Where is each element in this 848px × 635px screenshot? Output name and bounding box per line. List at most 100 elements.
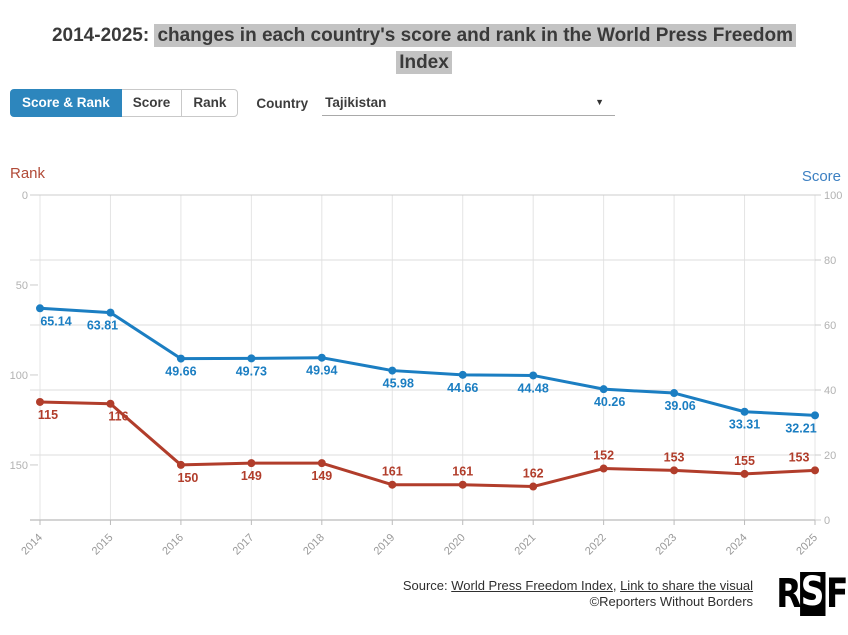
point-score-2024[interactable] <box>740 407 749 416</box>
rsf-logo-letter-f: F <box>826 571 848 617</box>
point-score-2023[interactable] <box>670 389 679 398</box>
source-link[interactable]: World Press Freedom Index <box>451 578 613 593</box>
title-prefix: 2014-2025: <box>51 25 155 46</box>
label-score-2014: 65.14 <box>40 314 71 328</box>
left-tick-label-100: 100 <box>10 370 28 382</box>
right-tick-label-40: 40 <box>824 385 836 397</box>
point-score-2025[interactable] <box>811 411 819 420</box>
x-tick-label-2019: 2019 <box>372 532 398 558</box>
point-rank-2015[interactable] <box>106 399 115 408</box>
point-score-2014[interactable] <box>36 304 44 313</box>
point-score-2020[interactable] <box>458 370 467 379</box>
left-tick-label-0: 0 <box>22 190 28 202</box>
left-tick-label-50: 50 <box>16 280 28 292</box>
view-tab-group: Score & Rank Score Rank <box>10 89 239 117</box>
rsf-logo-letter-s: S <box>799 569 826 616</box>
right-tick-label-60: 60 <box>824 320 836 332</box>
x-tick-label-2024: 2024 <box>724 532 750 558</box>
x-tick-label-2021: 2021 <box>513 532 539 558</box>
right-axis-title: Score <box>801 168 841 185</box>
country-dropdown[interactable]: Tajikistan ▼ <box>322 91 616 116</box>
point-rank-2024[interactable] <box>740 469 749 478</box>
label-score-2018: 49.94 <box>306 364 337 378</box>
country-dropdown-value: Tajikistan <box>325 94 387 110</box>
share-link[interactable]: Link to share the visual <box>620 578 754 593</box>
point-rank-2025[interactable] <box>811 466 819 475</box>
point-score-2017[interactable] <box>247 354 256 363</box>
point-rank-2018[interactable] <box>317 459 326 468</box>
line-rank <box>38 400 817 489</box>
point-score-2022[interactable] <box>599 385 608 394</box>
title-highlight-line1: changes in each country's score and rank… <box>154 24 797 47</box>
point-score-2015[interactable] <box>106 308 115 317</box>
label-rank-2024: 155 <box>734 454 755 468</box>
point-rank-2021[interactable] <box>529 482 538 491</box>
point-score-2018[interactable] <box>317 353 326 362</box>
label-rank-2020: 161 <box>452 465 473 479</box>
x-tick-label-2016: 2016 <box>160 532 186 558</box>
label-rank-2022: 152 <box>593 449 614 463</box>
left-axis-title: Rank <box>10 165 46 182</box>
x-tick-label-2015: 2015 <box>90 532 116 558</box>
tab-rank[interactable]: Rank <box>181 89 239 117</box>
label-rank-2018: 149 <box>311 469 332 483</box>
source-block: Source: World Press Freedom Index, Link … <box>403 578 753 610</box>
x-tick-label-2022: 2022 <box>583 532 609 558</box>
title-highlight-line2: Index <box>396 51 452 74</box>
label-score-2020: 44.66 <box>447 381 478 395</box>
label-score-2016: 49.66 <box>165 365 196 379</box>
source-line: Source: World Press Freedom Index, Link … <box>403 578 753 594</box>
label-score-2021: 44.48 <box>518 381 549 395</box>
point-rank-2017[interactable] <box>247 459 256 468</box>
country-label: Country <box>256 95 309 111</box>
right-tick-label-100: 100 <box>824 190 842 202</box>
source-prefix: Source: <box>402 578 452 593</box>
point-rank-2022[interactable] <box>599 464 608 473</box>
controls-bar: Score & Rank Score Rank Country Tajikist… <box>10 89 848 117</box>
chart-area: Rank Score 2014 2015 2016 2017 2018 2019 2020 2… <box>0 162 848 567</box>
point-score-2021[interactable] <box>529 371 538 380</box>
label-score-2022: 40.26 <box>594 395 625 409</box>
point-rank-2023[interactable] <box>670 466 679 475</box>
right-tick-label-0: 0 <box>824 515 830 527</box>
point-score-2016[interactable] <box>176 354 185 363</box>
rsf-logo-letter-r: R <box>776 571 801 617</box>
label-score-2025: 32.21 <box>785 421 816 435</box>
label-score-2023: 39.06 <box>664 399 695 413</box>
label-score-2024: 33.31 <box>729 418 760 432</box>
point-rank-2020[interactable] <box>458 480 467 489</box>
x-tick-label-2020: 2020 <box>442 532 468 558</box>
page-title: 2014-2025: changes in each country's sco… <box>19 22 829 76</box>
x-tick-label-2025: 2025 <box>794 532 820 558</box>
label-rank-2015: 116 <box>108 410 128 424</box>
footer: Source: World Press Freedom Index, Link … <box>403 569 848 617</box>
label-rank-2016: 150 <box>177 471 198 485</box>
x-tick-label-2018: 2018 <box>301 532 327 558</box>
source-separator: , <box>612 578 621 593</box>
left-tick-label-150: 150 <box>10 460 28 472</box>
x-tick-label-2023: 2023 <box>653 532 679 558</box>
label-score-2017: 49.73 <box>236 364 267 378</box>
tab-score-and-rank[interactable]: Score & Rank <box>10 89 122 117</box>
chevron-down-icon: ▼ <box>595 97 605 107</box>
point-rank-2014[interactable] <box>36 397 44 406</box>
label-score-2015: 63.81 <box>87 319 118 333</box>
copyright-text: ©Reporters Without Borders <box>589 594 754 609</box>
label-rank-2023: 153 <box>664 450 685 464</box>
label-rank-2025: 153 <box>789 450 810 464</box>
label-rank-2014: 115 <box>38 408 58 422</box>
point-score-2019[interactable] <box>388 366 397 375</box>
label-score-2019: 45.98 <box>383 377 414 391</box>
right-tick-label-80: 80 <box>824 255 836 267</box>
label-rank-2017: 149 <box>241 469 262 483</box>
label-rank-2021: 162 <box>523 467 544 481</box>
point-rank-2019[interactable] <box>388 480 397 489</box>
chart-canvas[interactable]: 2014 2015 2016 2017 2018 2019 2020 2021 2022 2023… <box>0 162 848 567</box>
x-tick-label-2014: 2014 <box>19 532 45 558</box>
x-tick-label-2017: 2017 <box>231 532 257 558</box>
tab-score[interactable]: Score <box>120 89 183 117</box>
rsf-logo: R S F <box>776 569 848 617</box>
point-rank-2016[interactable] <box>176 460 185 469</box>
line-score <box>38 306 817 417</box>
right-tick-label-20: 20 <box>824 450 836 462</box>
